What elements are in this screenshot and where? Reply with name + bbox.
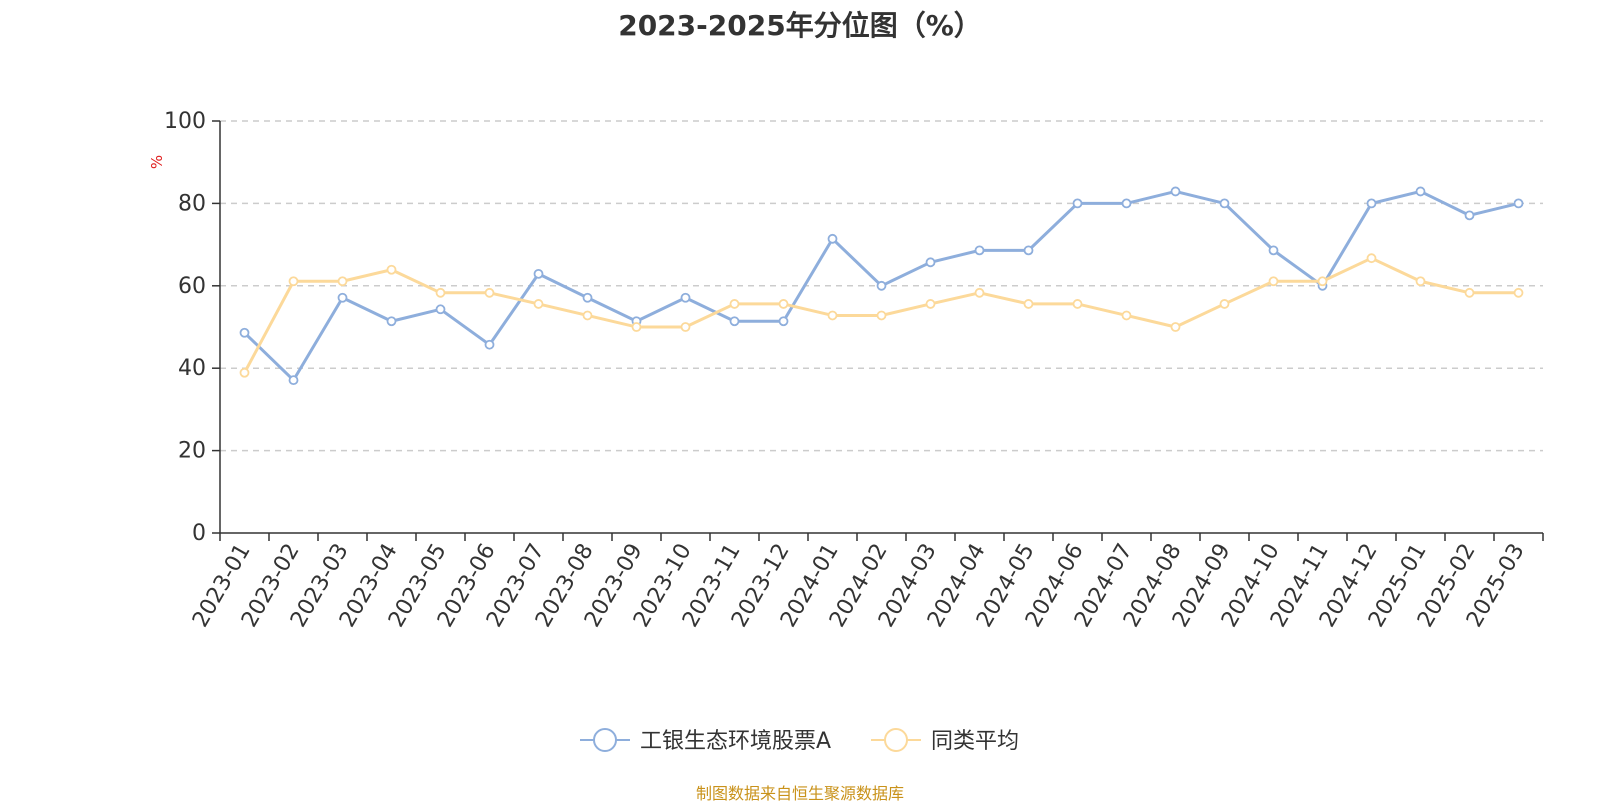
legend: 工银生态环境股票A 同类平均 <box>580 728 1019 754</box>
data-point <box>974 245 985 256</box>
y-tick-label: 20 <box>178 439 206 464</box>
data-point <box>337 276 348 287</box>
data-point <box>1268 276 1279 287</box>
legend-marker <box>593 728 617 752</box>
data-point <box>1023 245 1034 256</box>
data-point <box>1366 198 1377 209</box>
data-point <box>1366 253 1377 264</box>
data-point <box>484 287 495 298</box>
data-point <box>1219 198 1230 209</box>
source-note: 制图数据来自恒生聚源数据库 <box>695 784 904 803</box>
data-point <box>1121 310 1132 321</box>
data-point <box>1219 299 1230 309</box>
legend-item: 工银生态环境股票A <box>580 728 831 754</box>
data-point <box>827 310 838 321</box>
data-point <box>680 292 691 303</box>
y-tick-label: 80 <box>178 191 206 216</box>
data-point <box>582 310 593 321</box>
legend-marker <box>884 728 908 752</box>
data-point <box>1415 186 1426 197</box>
data-point <box>1464 210 1475 221</box>
y-tick-label: 40 <box>178 356 206 381</box>
y-tick-label: 60 <box>178 274 206 299</box>
data-point <box>582 292 593 303</box>
legend-label: 同类平均 <box>931 729 1019 754</box>
data-point <box>239 327 250 338</box>
data-point <box>1513 287 1524 298</box>
data-point <box>239 367 250 378</box>
data-point <box>1513 198 1524 209</box>
data-point <box>337 292 348 303</box>
data-point <box>1072 299 1083 309</box>
data-point <box>1072 198 1083 209</box>
data-point <box>386 264 397 275</box>
data-point <box>1170 322 1181 332</box>
data-point <box>1317 276 1328 287</box>
legend-label: 工银生态环境股票A <box>640 729 831 754</box>
data-point <box>925 299 936 309</box>
data-point <box>827 233 838 244</box>
data-point <box>1170 186 1181 197</box>
y-tick-label: 0 <box>192 521 206 546</box>
y-tick-label: 100 <box>164 109 206 134</box>
data-point <box>435 287 446 298</box>
data-point <box>631 322 642 332</box>
data-point <box>435 304 446 315</box>
data-point <box>1023 299 1034 309</box>
data-point <box>778 299 789 309</box>
axes: 020406080100%2023-012023-022023-032023-0… <box>148 109 1544 632</box>
data-point <box>386 316 397 327</box>
data-point <box>729 316 740 327</box>
data-point <box>680 322 691 332</box>
y-axis-label: % <box>148 155 166 169</box>
data-point <box>925 257 936 268</box>
data-point <box>288 276 299 287</box>
data-point <box>876 280 887 291</box>
data-point <box>1268 245 1279 256</box>
chart-title: 2023-2025年分位图（%） <box>618 9 982 42</box>
data-point <box>533 299 544 309</box>
data-point <box>533 268 544 279</box>
data-point <box>778 316 789 327</box>
data-point <box>288 375 299 386</box>
legend-item: 同类平均 <box>871 728 1019 754</box>
data-point <box>1464 287 1475 298</box>
data-point <box>1415 276 1426 287</box>
series-lines <box>239 186 1524 386</box>
data-point <box>729 299 740 309</box>
data-point <box>1121 198 1132 209</box>
data-point <box>876 310 887 321</box>
data-point <box>974 287 985 298</box>
data-point <box>484 339 495 350</box>
